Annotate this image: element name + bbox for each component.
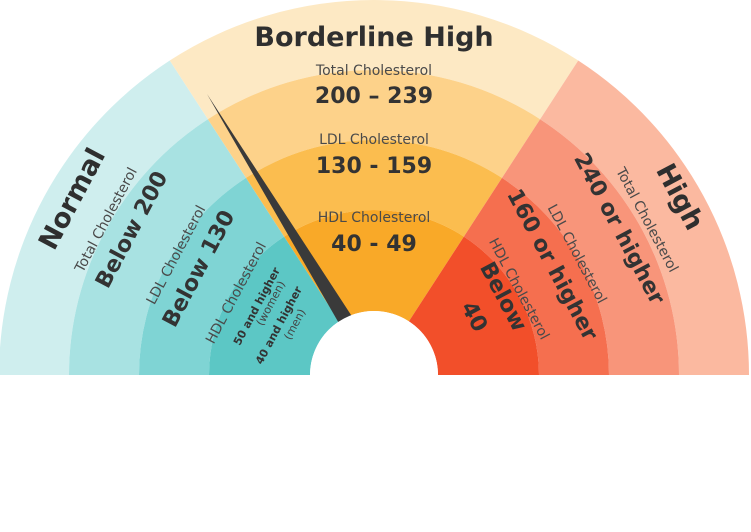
normal-band-1 [0,60,208,375]
borderline-band-1 [169,0,579,120]
borderline-total-label: Total Cholesterol [315,63,432,79]
borderline-band-3 [246,140,502,237]
borderline-total-value: 200 – 239 [315,84,433,109]
high-band-2 [501,119,679,375]
gauge-needle [207,94,383,374]
borderline-ldl-label: LDL Cholesterol [319,132,429,148]
gauge-hub [310,311,438,439]
gauge-bands [0,0,749,375]
borderline-band-2 [207,70,541,178]
borderline-hdl-value: 40 - 49 [331,232,417,257]
normal-band-4 [209,236,340,375]
borderline-ldl-value: 130 - 159 [316,154,432,179]
borderline-hdl-label: HDL Cholesterol [318,210,431,226]
high-band-3 [463,177,609,375]
normal-band-3 [139,177,285,375]
normal-band-2 [69,119,247,375]
high-band-4 [408,236,539,375]
high-band-1 [540,60,749,375]
borderline-title: Borderline High [254,22,493,53]
